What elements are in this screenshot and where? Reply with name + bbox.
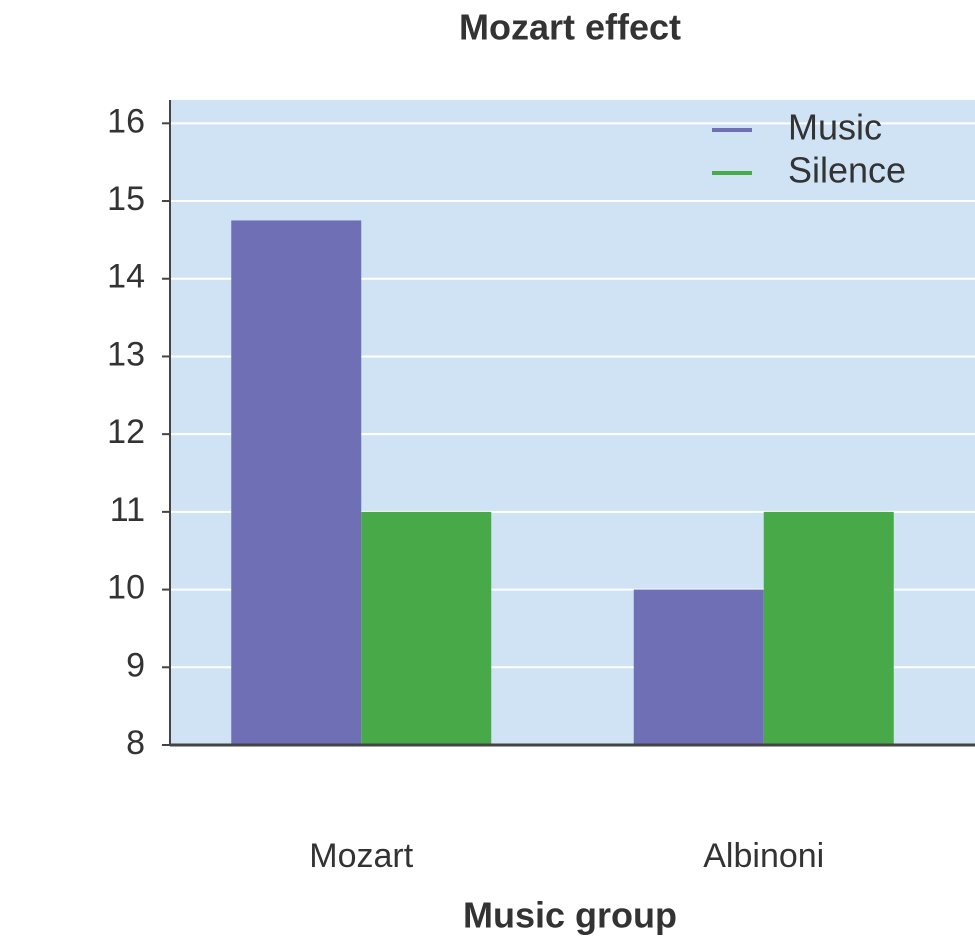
bar bbox=[361, 511, 492, 745]
bar bbox=[633, 589, 764, 745]
x-tick-label: Albinoni bbox=[703, 837, 824, 875]
y-tick-label: 8 bbox=[126, 724, 145, 762]
bar bbox=[231, 220, 362, 746]
y-tick-label: 13 bbox=[107, 335, 145, 373]
y-tick-label: 10 bbox=[107, 569, 145, 607]
y-tick-label: 12 bbox=[107, 413, 145, 451]
y-tick-label: 14 bbox=[107, 258, 145, 296]
y-tick-label: 15 bbox=[107, 180, 145, 218]
chart-title: Mozart effect bbox=[459, 7, 681, 48]
x-axis-label: Music group bbox=[463, 895, 677, 936]
legend-label: Music bbox=[788, 107, 882, 148]
bar bbox=[763, 511, 894, 745]
y-tick-label: 16 bbox=[107, 102, 145, 140]
y-tick-label: 9 bbox=[126, 646, 145, 684]
legend-label: Silence bbox=[788, 150, 906, 191]
y-tick-label: 11 bbox=[110, 491, 145, 529]
x-tick-label: Mozart bbox=[309, 837, 413, 875]
